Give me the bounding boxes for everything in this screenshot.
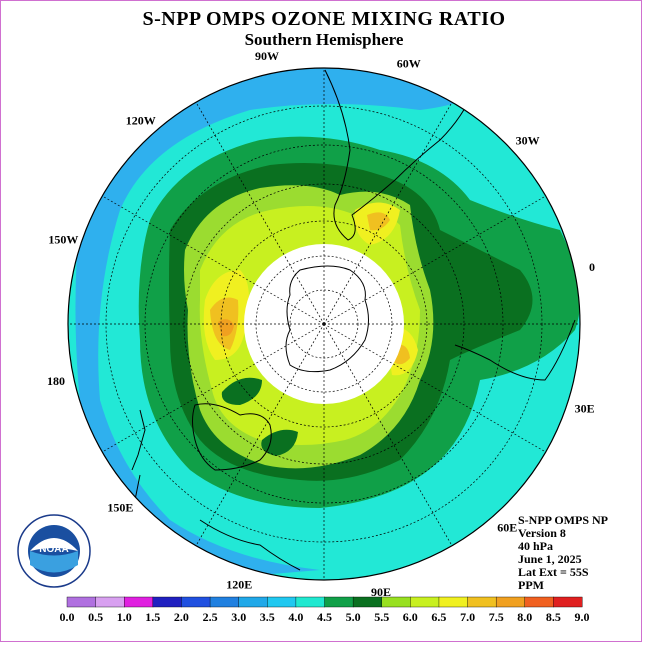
colorbar-tick-label: 5.0	[346, 610, 361, 624]
page-subtitle: Southern Hemisphere	[244, 30, 404, 49]
longitude-label: 60E	[497, 521, 517, 535]
colorbar-tick-label: 8.0	[517, 610, 532, 624]
longitude-label: 150E	[107, 500, 133, 514]
colorbar-tick-label: 2.0	[174, 610, 189, 624]
colorbar-tick-label: 0.5	[88, 610, 103, 624]
field-dark-blob-sw	[221, 377, 262, 405]
longitude-label: 90W	[255, 49, 279, 63]
colorbar-tick-label: 3.0	[231, 610, 246, 624]
colorbar-swatch	[95, 596, 125, 608]
colorbar-swatch	[467, 596, 497, 608]
colorbar-swatch	[410, 596, 440, 608]
info-line: 40 hPa	[518, 539, 554, 553]
colorbar-swatch	[324, 596, 354, 608]
colorbar-tick-label: 1.5	[145, 610, 160, 624]
colorbar-swatch	[152, 596, 182, 608]
colorbar-tick-label: 7.5	[489, 610, 504, 624]
info-line: S-NPP OMPS NP	[518, 513, 608, 527]
meridian-line	[102, 195, 325, 325]
colorbar-tick-label: 0.0	[60, 610, 75, 624]
info-line: PPM	[518, 578, 544, 592]
info-line: Lat Ext = 55S	[518, 565, 589, 579]
colorbar-tick-label: 1.0	[117, 610, 132, 624]
colorbar-tick-label: 8.5	[546, 610, 561, 624]
meridian-line	[323, 323, 453, 546]
colorbar-swatch	[267, 596, 297, 608]
longitude-label: 120W	[126, 113, 156, 127]
meridian-line	[323, 195, 546, 325]
noaa-logo: NOAA	[17, 514, 91, 588]
info-line: Version 8	[518, 526, 566, 540]
longitude-label: 180	[47, 374, 65, 388]
colorbar-tick-label: 6.5	[431, 610, 446, 624]
meridian-line	[323, 323, 546, 453]
colorbar-swatch	[66, 596, 97, 608]
colorbar: 0.0 0.5 1.0 1.5 2.0 2.5 3.0 3.5 4.0 4.5 5.0 5.5 6.0 6…	[60, 596, 590, 624]
south-america-coast	[324, 69, 481, 241]
colorbar-swatch	[553, 596, 583, 608]
map-border	[67, 67, 581, 581]
noaa-logo-text: NOAA	[39, 544, 68, 555]
colorbar-tick-label: 3.5	[260, 610, 275, 624]
colorbar-swatch	[495, 596, 526, 608]
longitude-label: 90E	[371, 585, 391, 599]
graticule	[68, 68, 580, 580]
info-line: June 1, 2025	[518, 552, 582, 566]
colorbar-swatch	[381, 596, 411, 608]
africa-coast	[454, 319, 576, 381]
australia-coast	[192, 403, 272, 471]
coastlines	[131, 69, 576, 571]
colorbar-swatch	[209, 596, 240, 608]
colorbar-swatch	[524, 596, 554, 608]
meridian-line	[195, 102, 325, 325]
field-peak-west	[218, 319, 234, 337]
page-title: S-NPP OMPS OZONE MIXING RATIO	[142, 8, 506, 30]
longitude-label: 0	[589, 260, 595, 274]
longitude-label: 30W	[516, 134, 540, 148]
longitude-labels: 90W 60W 30W 0 30E 60E 90E 120E 150E 180 150W 120W	[47, 49, 595, 599]
colorbar-tick-label: 5.5	[374, 610, 389, 624]
colorbar-tick-label: 6.0	[403, 610, 418, 624]
meridian-line	[102, 323, 325, 453]
longitude-label: 60W	[397, 56, 421, 70]
colorbar-swatch	[238, 596, 268, 608]
ozone-field	[68, 68, 580, 580]
new-zealand-coast	[131, 409, 146, 501]
longitude-label: 120E	[226, 578, 252, 592]
colorbar-tick-label: 7.0	[460, 610, 475, 624]
colorbar-swatch	[181, 596, 211, 608]
colorbar-tick-label: 9.0	[575, 610, 590, 624]
colorbar-tick-label: 4.0	[288, 610, 303, 624]
colorbar-swatch	[124, 596, 154, 608]
field-dark-blob-s	[261, 429, 298, 456]
colorbar-tick-label: 4.5	[317, 610, 332, 624]
colorbar-tick-label: 2.5	[203, 610, 218, 624]
colorbar-swatch	[295, 596, 326, 608]
meridian-line	[323, 102, 453, 325]
se-asia-coast	[199, 519, 301, 571]
colorbar-swatch	[438, 596, 469, 608]
longitude-label: 30E	[575, 402, 595, 416]
field-peak-ne	[367, 212, 390, 231]
colorbar-swatch	[352, 596, 383, 608]
longitude-label: 150W	[48, 232, 78, 246]
info-block: S-NPP OMPS NP Version 8 40 hPa June 1, 2…	[518, 514, 608, 592]
meridian-line	[195, 323, 325, 546]
antarctica-coast	[285, 265, 369, 373]
